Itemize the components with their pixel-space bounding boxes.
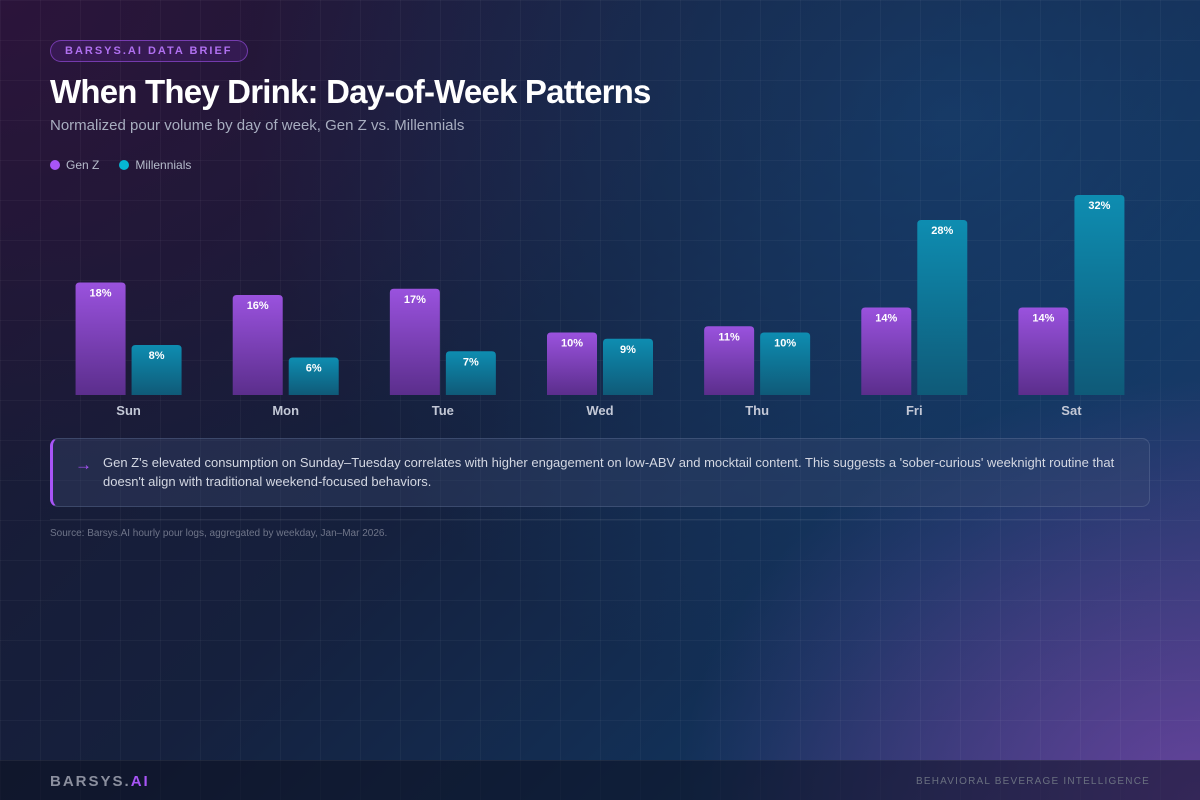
bar-genz-thu xyxy=(704,326,755,395)
bar-genz-wed xyxy=(547,332,597,395)
bar-label-genz-sun: 18% xyxy=(90,288,112,300)
page-title: When They Drink: Day-of-Week Patterns xyxy=(50,73,651,110)
x-tick-label-sun: Sun xyxy=(116,403,141,418)
footer-tagline: BEHAVIORAL BEVERAGE INTELLIGENCE xyxy=(915,776,1150,787)
bar-label-millennials-fri: 28% xyxy=(931,225,953,237)
bar-label-genz-fri: 14% xyxy=(875,313,897,325)
legend-label-millennials: Millennials xyxy=(135,158,192,172)
bar-genz-fri xyxy=(861,307,912,395)
x-tick-label-tue: Tue xyxy=(432,403,454,418)
legend-label-genz: Gen Z xyxy=(66,158,100,172)
insight-callout: → Gen Z's elevated consumption on Sunday… xyxy=(50,438,1150,507)
bar-label-genz-sat: 14% xyxy=(1032,313,1054,325)
bar-genz-sat xyxy=(1018,307,1069,395)
bar-genz-tue xyxy=(389,288,440,395)
legend-swatch-genz xyxy=(50,160,60,170)
bar-millennials-wed xyxy=(603,338,653,395)
legend-swatch-millennials xyxy=(119,160,130,170)
bar-millennials-mon xyxy=(288,357,339,395)
footer: BARSYS.AI BEHAVIORAL BEVERAGE INTELLIGEN… xyxy=(0,760,1200,800)
divider xyxy=(50,519,1150,520)
bar-millennials-tue xyxy=(445,351,496,395)
bar-genz-sun xyxy=(75,282,126,395)
bar-label-millennials-sun: 8% xyxy=(149,350,165,362)
bar-label-millennials-wed: 9% xyxy=(620,344,636,356)
legend-item-millennials: Millennials xyxy=(119,158,191,172)
bar-millennials-sat xyxy=(1074,195,1125,395)
bar-label-genz-mon: 16% xyxy=(247,300,269,312)
bar-millennials-sun xyxy=(131,345,182,395)
insight-text: Gen Z's elevated consumption on Sunday–T… xyxy=(103,455,1115,489)
arrow-right-icon: → xyxy=(75,455,92,474)
legend-item-genz: Gen Z xyxy=(50,158,99,172)
bar-label-genz-tue: 17% xyxy=(404,294,426,306)
x-tick-label-fri: Fri xyxy=(906,403,923,418)
bar-millennials-fri xyxy=(917,220,968,395)
bar-label-genz-wed: 10% xyxy=(561,338,583,350)
bar-label-millennials-mon: 6% xyxy=(306,363,322,375)
bar-chart: 18% 8% Sun 16% 6% Mon 17% 7% Tue 10% 9% Wed 11% 10% Th… xyxy=(50,185,1150,425)
x-tick-label-sat: Sat xyxy=(1061,403,1082,418)
page-subtitle: Normalized pour volume by day of week, G… xyxy=(50,117,465,134)
x-tick-label-thu: Thu xyxy=(745,403,769,418)
bar-chart-svg: 18% 8% Sun 16% 6% Mon 17% 7% Tue 10% 9% Wed 11% 10% Th… xyxy=(75,195,1125,418)
source-note: Source: Barsys.AI hourly pour logs, aggr… xyxy=(50,528,388,539)
bar-label-genz-thu: 11% xyxy=(718,331,740,343)
x-tick-label-wed: Wed xyxy=(586,403,613,418)
bar-label-millennials-tue: 7% xyxy=(463,356,479,368)
brand-main: BARSYS. xyxy=(50,773,131,790)
brand-accent: AI xyxy=(130,773,150,790)
chart-legend: Gen Z Millennials xyxy=(50,158,191,172)
bar-label-millennials-thu: 10% xyxy=(774,338,796,350)
footer-brand: BARSYS.AI xyxy=(50,773,150,790)
bar-genz-mon xyxy=(232,295,283,395)
bar-label-millennials-sat: 32% xyxy=(1088,200,1110,212)
data-brief-badge: BARSYS.AI DATA BRIEF xyxy=(50,40,248,62)
x-tick-label-mon: Mon xyxy=(272,403,299,418)
bar-millennials-thu xyxy=(760,332,811,395)
